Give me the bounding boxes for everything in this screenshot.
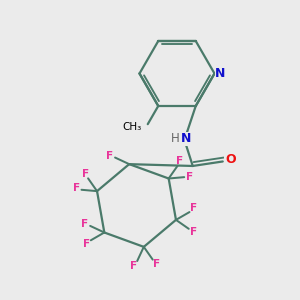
Text: F: F — [186, 172, 193, 182]
Text: F: F — [83, 239, 90, 249]
Text: F: F — [153, 259, 160, 269]
Text: F: F — [190, 227, 197, 237]
Text: N: N — [181, 133, 191, 146]
Text: F: F — [190, 203, 196, 214]
Text: O: O — [225, 154, 236, 166]
Text: F: F — [82, 169, 88, 179]
Text: F: F — [73, 183, 80, 193]
Text: F: F — [106, 151, 113, 161]
Text: H: H — [171, 133, 180, 146]
Text: F: F — [176, 156, 183, 166]
Text: F: F — [130, 260, 137, 271]
Text: CH₃: CH₃ — [122, 122, 142, 132]
Text: F: F — [81, 219, 88, 230]
Text: N: N — [215, 67, 226, 80]
